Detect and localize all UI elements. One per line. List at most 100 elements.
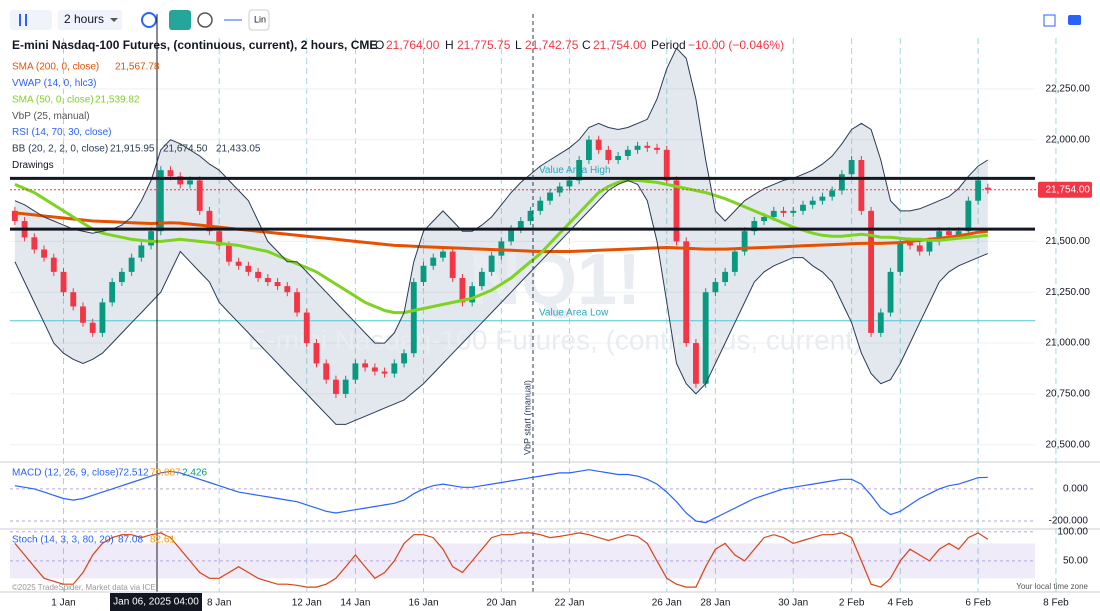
candle-body <box>654 147 660 150</box>
fullscreen-button[interactable] <box>1043 14 1056 27</box>
candle-body <box>31 237 38 250</box>
low-value: 21,742.75 <box>525 38 579 52</box>
candle-body <box>712 282 719 293</box>
candle-body <box>819 196 826 201</box>
x-tick-label: 22 Jan <box>554 598 584 609</box>
candle-body <box>420 265 427 283</box>
candle-body <box>118 271 125 283</box>
bollinger-band-fill <box>14 48 988 425</box>
candle-body <box>770 210 777 217</box>
pane-legend: MACD (12, 26, 9, close) <box>12 468 119 479</box>
candle-body <box>109 282 116 303</box>
x-tick-label: 8 Feb <box>1043 598 1069 609</box>
candle-body <box>264 277 271 283</box>
candle-body <box>187 180 193 185</box>
close-value: 21,754.00 <box>593 38 647 52</box>
candle-body <box>469 286 476 303</box>
candle-body <box>809 200 816 205</box>
candle-body <box>440 251 446 258</box>
period-label: Period <box>651 38 686 52</box>
x-tick-label: 6 Feb <box>965 598 991 609</box>
candle-body <box>751 221 758 232</box>
candle-body <box>761 216 767 222</box>
candle-body <box>702 292 709 384</box>
legend-name: SMA (200, 0, close) <box>12 62 99 73</box>
candle-body <box>362 363 369 368</box>
candle-body <box>274 282 281 287</box>
candle-body <box>148 231 154 246</box>
candle-body <box>517 221 524 230</box>
candle-body <box>644 145 651 148</box>
candle-body <box>790 210 797 213</box>
legend-name: SMA (50, 0, close) <box>12 94 94 105</box>
candle-body <box>313 343 320 364</box>
y-tick-label: 21,000.00 <box>1046 338 1091 349</box>
last-price-box <box>1038 181 1092 198</box>
screenshot-button[interactable] <box>1068 15 1081 25</box>
candle-body <box>877 312 884 333</box>
candle-body <box>459 277 466 303</box>
candle-body <box>975 180 982 201</box>
candle-body <box>177 176 184 185</box>
candle-body <box>887 271 894 313</box>
candle-body <box>722 271 729 283</box>
pane-y-tick-label: 100.00 <box>1057 526 1088 537</box>
period-value: −10.00 (−0.046%) <box>688 38 784 52</box>
legend: SMA (200, 0, close) 21,567.78 VWAP (14, 0,… <box>12 62 261 171</box>
pane-line <box>14 469 988 524</box>
candle-body <box>731 251 738 272</box>
candle-body <box>50 257 57 272</box>
candle-body <box>926 241 933 252</box>
candle-body <box>303 312 310 344</box>
replay-button[interactable] <box>197 12 213 28</box>
legend-name: VWAP (14, 0, hlc3) <box>12 78 96 89</box>
indicator-line <box>14 178 988 315</box>
candle-body <box>780 210 787 213</box>
candle-body <box>196 180 203 211</box>
candle-body <box>226 245 232 262</box>
x-tick-label: 16 Jan <box>408 598 438 609</box>
crosshair-label-box <box>110 593 202 611</box>
candle-body <box>401 353 407 364</box>
x-tick-label: 8 Jan <box>207 598 231 609</box>
legend-value: 21,674.50 <box>163 144 208 155</box>
candle-body <box>829 190 836 197</box>
o-label: O <box>375 38 384 52</box>
legend-value: 21,539.82 <box>95 94 140 105</box>
watermark-name: E-mini Nasdaq-100 Futures, (continuous, … <box>248 324 863 355</box>
candle-body <box>936 231 943 242</box>
chart-type-button[interactable] <box>10 10 52 30</box>
value-area-low-label: Value Area Low <box>539 307 609 318</box>
pane-legend-value: 72.512 <box>118 468 149 479</box>
candle-body <box>965 200 972 232</box>
legend-name: BB (20, 2, 2, 0, close) <box>12 144 108 155</box>
candle-body <box>858 160 865 211</box>
candle-body <box>663 149 670 181</box>
candle-body <box>673 180 680 242</box>
pane-legend: Stoch (14, 3, 3, 80, 20) <box>12 535 114 546</box>
x-tick-label: 12 Jan <box>292 598 322 609</box>
candle-body <box>508 229 514 242</box>
candle-body <box>41 249 47 258</box>
value-area-high-label: Value Area High <box>539 165 611 176</box>
legend-name: RSI (14, 70, 30, close) <box>12 127 112 138</box>
candle-body <box>800 204 806 211</box>
candle-body <box>984 187 991 190</box>
pane-legend-value: 70.087 <box>150 468 181 479</box>
candle-body <box>868 210 874 333</box>
c-label: C <box>582 38 591 52</box>
chart-title: E-mini Nasdaq-100 Futures, (continuous, … <box>12 38 377 52</box>
candle-body <box>586 139 592 161</box>
candle-body <box>410 282 417 354</box>
settings-button[interactable] <box>141 12 157 28</box>
interval-button[interactable] <box>58 10 122 30</box>
candle-body <box>537 200 544 211</box>
candle-body <box>157 170 164 232</box>
candle-body <box>138 245 145 258</box>
x-tick-label: 26 Jan <box>652 598 682 609</box>
legend-name: Drawings <box>12 160 54 171</box>
scale-button[interactable] <box>248 9 270 31</box>
indicator-button[interactable] <box>169 10 191 30</box>
legend-value: 21,915.95 <box>110 144 155 155</box>
